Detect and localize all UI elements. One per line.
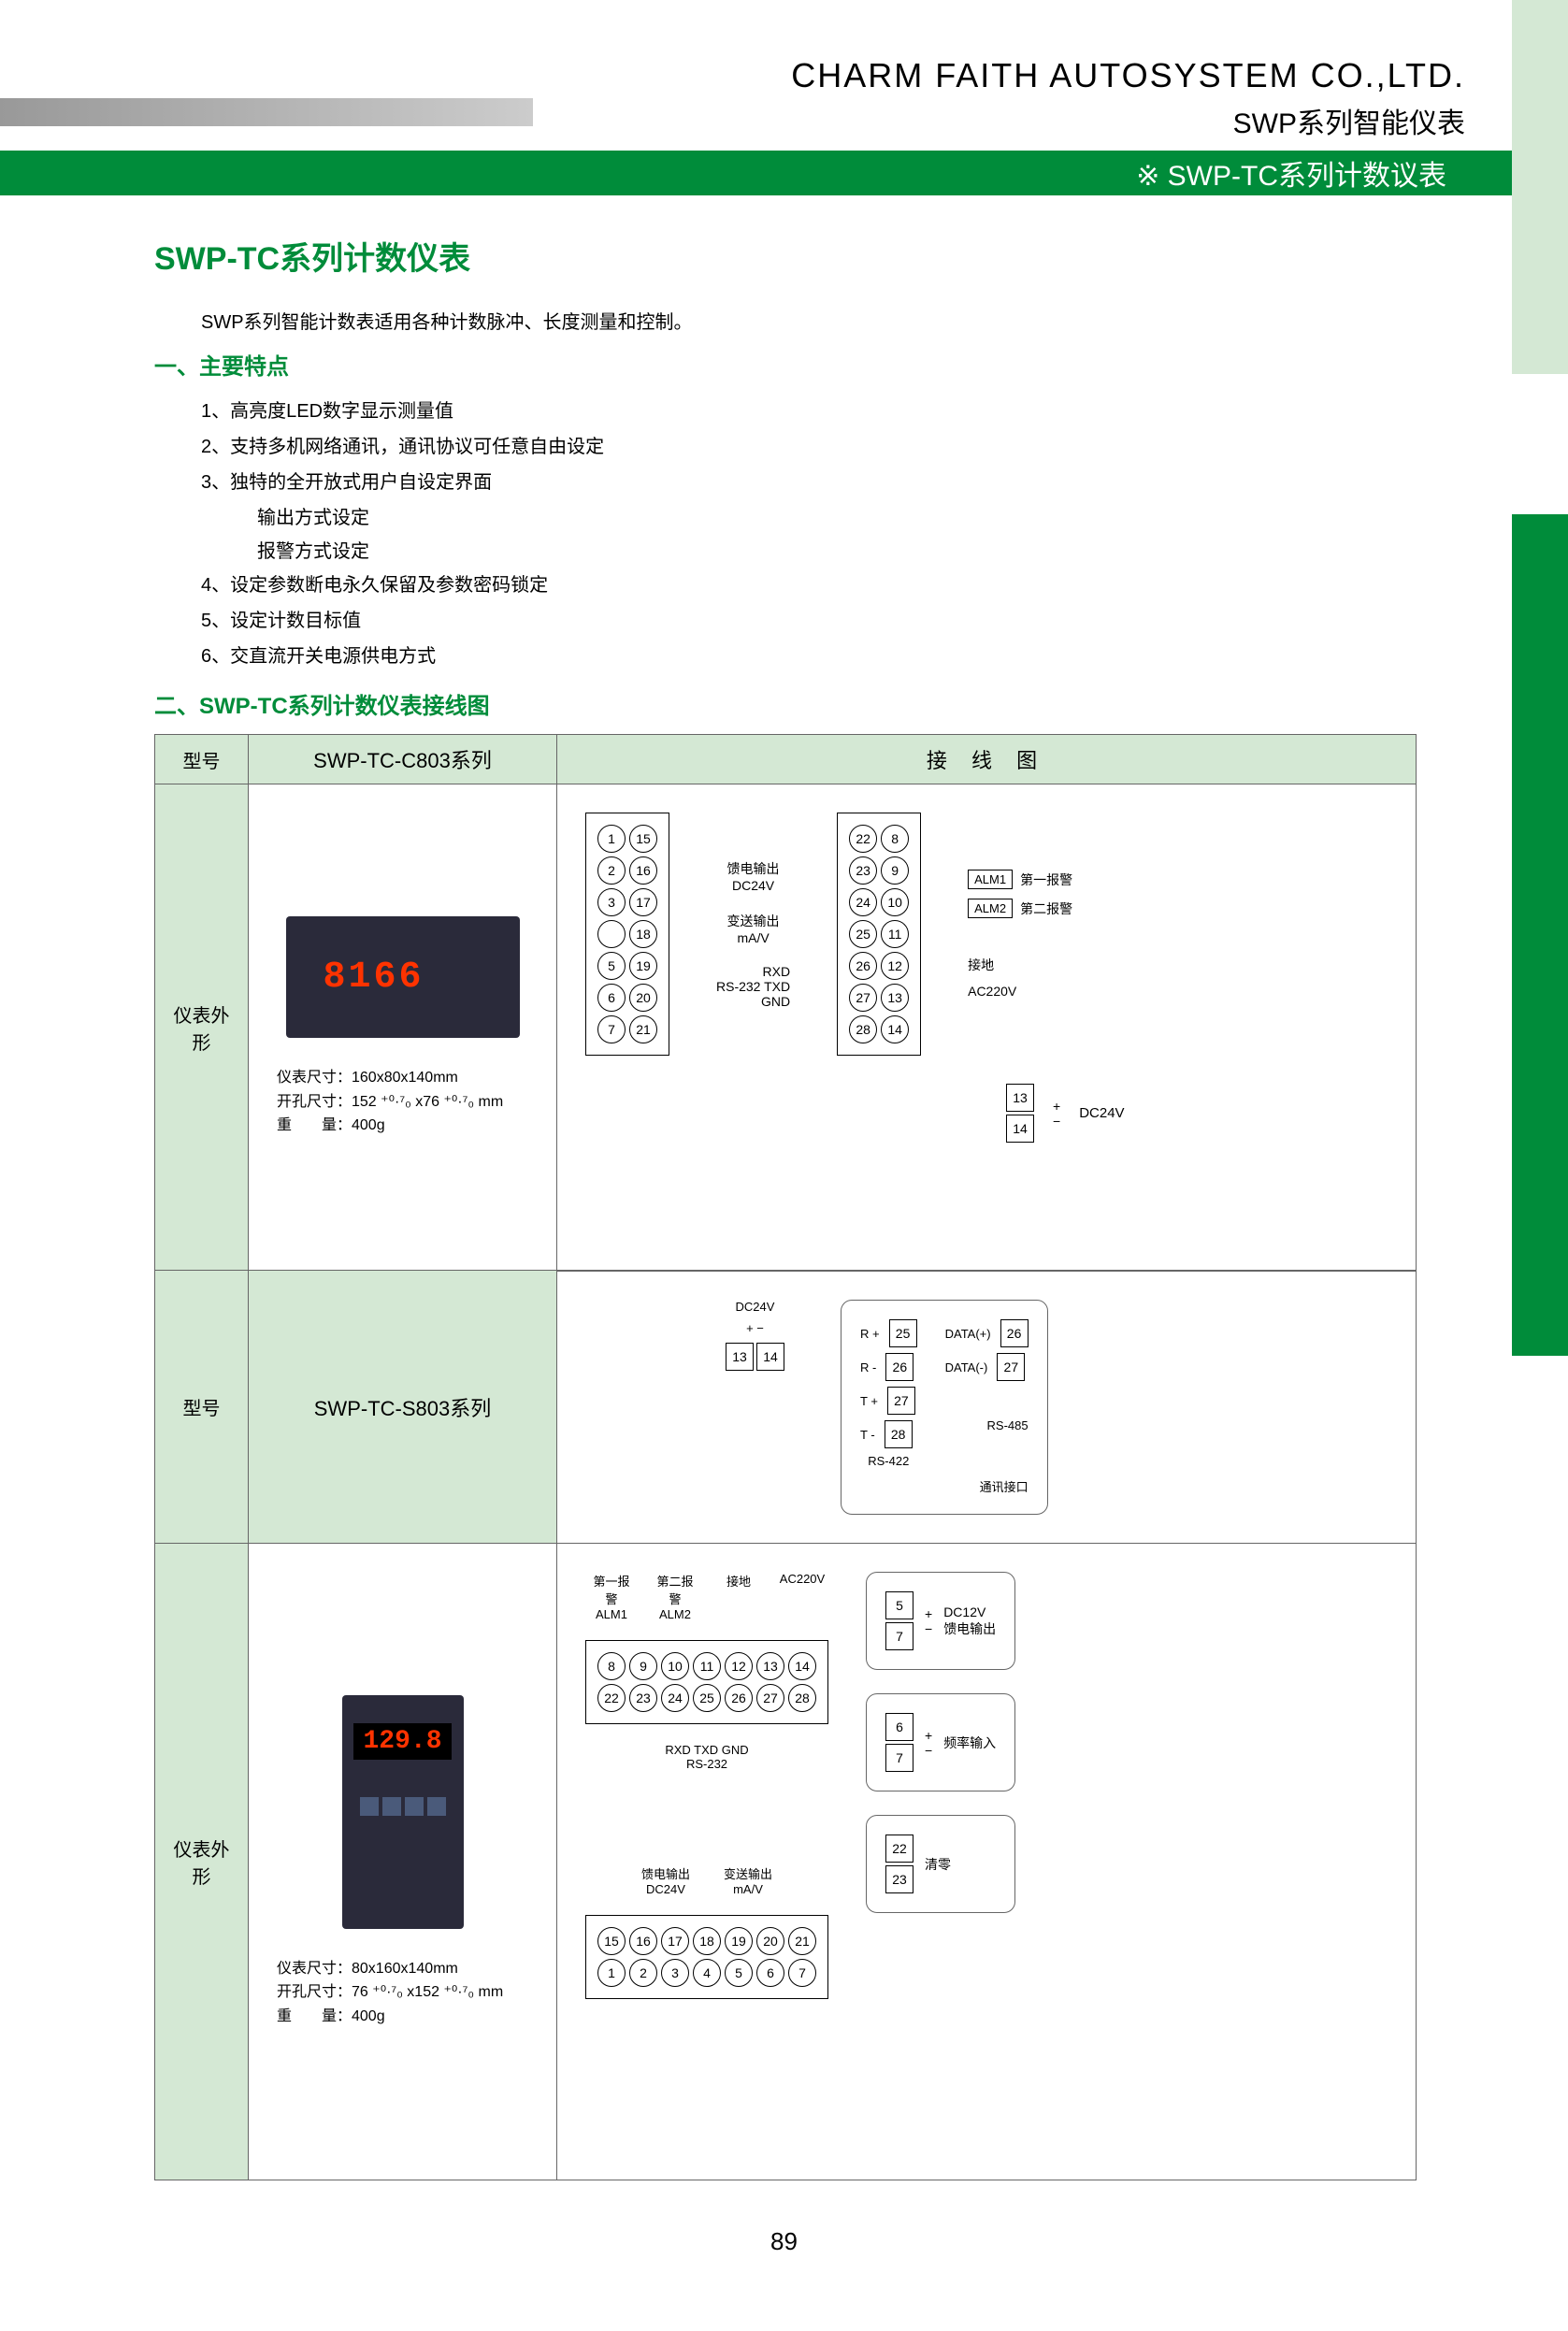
feature-2: 2、支持多机网络通讯，通讯协议可任意自由设定 (201, 430, 1465, 464)
decoration-gray-bar (0, 98, 533, 126)
s803-aux1: 5 7 +− DC12V 馈电输出 (866, 1572, 1015, 1670)
decoration-bar-mid (1512, 514, 1568, 1356)
c803-aux: 13 14 +− DC24V (1006, 1084, 1388, 1143)
device-c803: 8166 (286, 916, 520, 1038)
spec-s803-2: 开孔尺寸：76 ⁺⁰·⁷₀ x152 ⁺⁰·⁷₀ mm (277, 1980, 503, 2005)
company-name: CHARM FAITH AUTOSYSTEM CO.,LTD. (0, 56, 1465, 95)
main-title: SWP-TC系列计数仪表 (154, 233, 1465, 279)
diagram-c803: 11521631718519620721 馈电输出DC24V 变送输出mA/V … (557, 784, 1416, 1270)
s803-aux3: 22 23 清零 (866, 1815, 1015, 1913)
feature-3: 3、独特的全开放式用户自设定界面 (201, 466, 1465, 499)
comm-interface-box: R +25 R -26 T +27 T -28 RS-422 DATA(+)26… (841, 1300, 1048, 1515)
banner-text: ※ SWP-TC系列计数议表 (1136, 152, 1446, 194)
table-header-row-s803: 型号 SWP-TC-S803系列 DC24V + − 13 14 (155, 1271, 1416, 1544)
feature-1: 1、高亮度LED数字显示测量值 (201, 395, 1465, 428)
c803-mid-labels: 馈电输出DC24V 变送输出mA/V RXD RS-232 TXD GND (716, 859, 790, 1009)
s803-aux2: 6 7 +− 频率输入 (866, 1693, 1015, 1791)
row-c803-image-cell: 8166 仪表尺寸：160x80x140mm 开孔尺寸：152 ⁺⁰·⁷₀ x7… (249, 784, 557, 1270)
spec-s803: 仪表尺寸：80x160x140mm 开孔尺寸：76 ⁺⁰·⁷₀ x152 ⁺⁰·… (277, 1957, 503, 2029)
s803-block2: 15161718192021 1234567 (585, 1915, 828, 1999)
th-model-label: 型号 (155, 735, 249, 784)
th-model-c803: SWP-TC-C803系列 (249, 735, 557, 784)
th-model-label-2: 型号 (155, 1271, 249, 1543)
table-header-row: 型号 SWP-TC-C803系列 接 线 图 (155, 735, 1416, 784)
led-c803: 8166 (324, 957, 424, 999)
led-s803: 129.8 (353, 1723, 451, 1760)
row-s803: 仪表外形 129.8 仪表尺寸：80x160x140mm 开孔尺寸：76 ⁺⁰·… (155, 1544, 1416, 2180)
feature-6: 6、交直流开关电源供电方式 (201, 640, 1465, 673)
page-number: 89 (0, 2227, 1568, 2256)
decoration-bar-top (1512, 0, 1568, 374)
th-diagram: 接 线 图 (557, 735, 1416, 784)
section1-heading: 一、主要特点 (154, 348, 1465, 381)
th-model-s803: SWP-TC-S803系列 (249, 1271, 557, 1543)
feature-5: 5、设定计数目标值 (201, 604, 1465, 638)
row-c803-label: 仪表外形 (155, 784, 249, 1270)
c803-left-block: 11521631718519620721 (585, 813, 669, 1056)
feature-list: 1、高亮度LED数字显示测量值 2、支持多机网络通讯，通讯协议可任意自由设定 3… (201, 395, 1465, 673)
spec-c803-2: 开孔尺寸：152 ⁺⁰·⁷₀ x76 ⁺⁰·⁷₀ mm (277, 1090, 503, 1115)
s803-block1: 891011121314 22232425262728 (585, 1640, 828, 1724)
diagram-s803: 第一报警ALM1第二报警ALM2接地AC220V 891011121314 22… (557, 1544, 1416, 2180)
intro-text: SWP系列智能计数表适用各种计数脉冲、长度测量和控制。 (201, 307, 1465, 334)
spec-c803: 仪表尺寸：160x80x140mm 开孔尺寸：152 ⁺⁰·⁷₀ x76 ⁺⁰·… (277, 1066, 503, 1138)
row-c803: 仪表外形 8166 仪表尺寸：160x80x140mm 开孔尺寸：152 ⁺⁰·… (155, 784, 1416, 1271)
spec-s803-3: 重 量：400g (277, 2005, 503, 2029)
s803-top-diagram: DC24V + − 13 14 R +25 R -26 (557, 1271, 1416, 1543)
row-s803-label: 仪表外形 (155, 1544, 249, 2180)
section2-heading: 二、SWP-TC系列计数仪表接线图 (154, 687, 1465, 720)
banner: ※ SWP-TC系列计数议表 (0, 151, 1512, 195)
wiring-table: 型号 SWP-TC-C803系列 接 线 图 仪表外形 8166 仪表尺寸：16… (154, 734, 1417, 2180)
feature-3-sub1: 输出方式设定 (257, 501, 1465, 535)
feature-4: 4、设定参数断电永久保留及参数密码锁定 (201, 568, 1465, 602)
c803-right-labels: ALM1第一报警 ALM2第二报警 接地 AC220V (968, 870, 1072, 999)
device-s803: 129.8 (342, 1695, 464, 1929)
c803-right-block: 22823924102511261227132814 (837, 813, 921, 1056)
feature-3-sub2: 报警方式设定 (257, 535, 1465, 568)
spec-c803-1: 仪表尺寸：160x80x140mm (277, 1066, 503, 1090)
spec-c803-3: 重 量：400g (277, 1114, 503, 1138)
row-s803-image-cell: 129.8 仪表尺寸：80x160x140mm 开孔尺寸：76 ⁺⁰·⁷₀ x1… (249, 1544, 557, 2180)
spec-s803-1: 仪表尺寸：80x160x140mm (277, 1957, 503, 1981)
